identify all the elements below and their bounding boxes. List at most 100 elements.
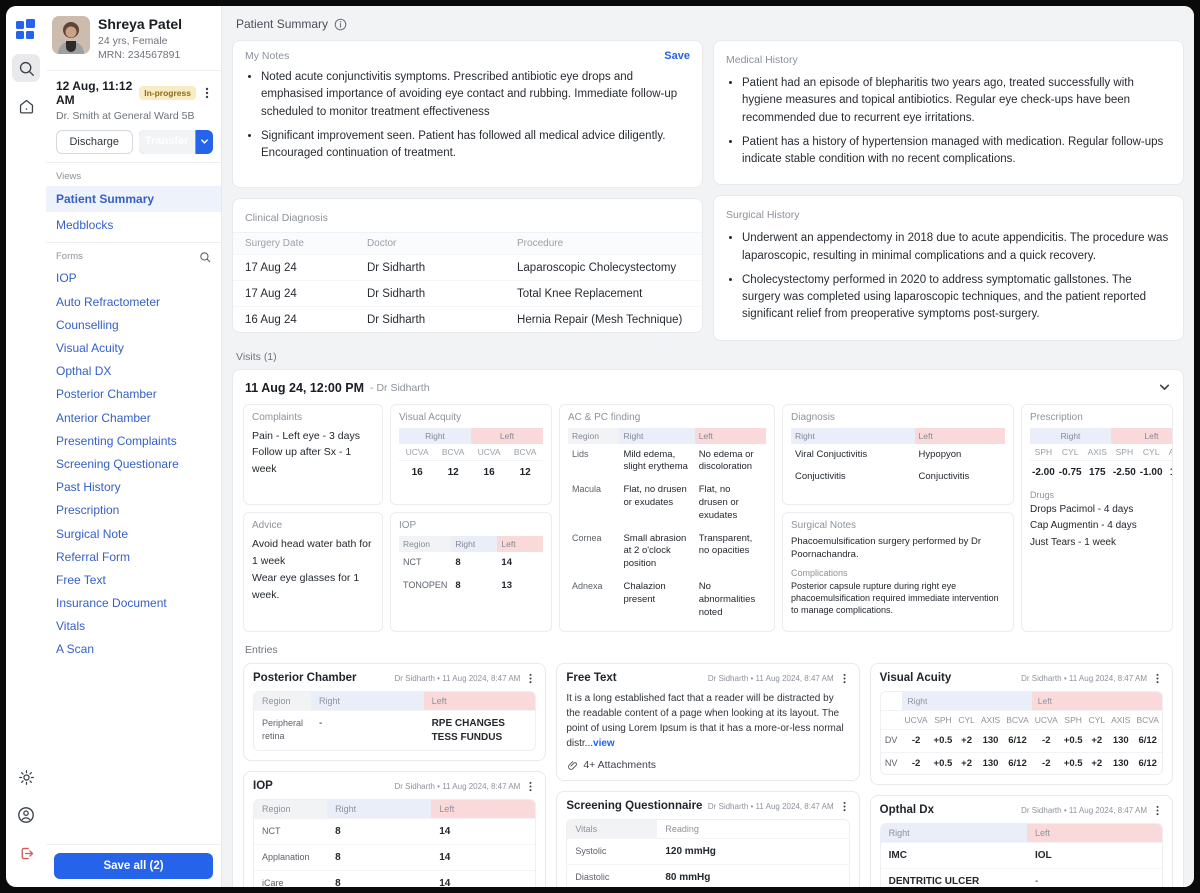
complications-text: Posterior capsule rupture during right e…: [791, 580, 999, 616]
sidebar-item-auto-refractometer[interactable]: Auto Refractometer: [56, 294, 161, 309]
column-header: SPH: [1060, 710, 1086, 730]
column-header: Right: [399, 427, 471, 444]
sidebar-item-surgical-note[interactable]: Surgical Note: [56, 526, 129, 541]
kebab-icon: [529, 781, 532, 792]
table-cell: Diastolic: [567, 864, 658, 887]
save-all-button[interactable]: Save all (2): [54, 853, 213, 879]
sidebar-item-past-history[interactable]: Past History: [56, 480, 121, 495]
column-header: UCVA: [1031, 710, 1061, 730]
user-circle-icon: [18, 807, 34, 823]
column-header: AXIS: [1108, 710, 1134, 730]
collapse-visit-button[interactable]: [1158, 381, 1171, 394]
table-cell: +2: [955, 729, 978, 753]
surgical-notes-card: Surgical Notes Phacoemulsification surge…: [782, 512, 1014, 633]
row-label: NV: [880, 751, 902, 775]
sidebar-item-free-text[interactable]: Free Text: [56, 572, 106, 587]
table-cell: 6/12: [1003, 751, 1032, 775]
settings-button[interactable]: [12, 763, 40, 791]
encounter-menu-button[interactable]: [201, 87, 213, 99]
sidebar-item-posterior-chamber[interactable]: Posterior Chamber: [56, 387, 157, 402]
table-cell: +2: [1085, 751, 1109, 775]
sidebar-item-counselling[interactable]: Counselling: [56, 317, 119, 332]
patient-avatar: [52, 16, 90, 54]
entry-menu-button[interactable]: [1152, 805, 1163, 816]
table-cell: -1.00: [1139, 466, 1163, 478]
diagnosis-card: Diagnosis Right Left Viral Conjuctivitis H…: [782, 403, 1014, 506]
sidebar-item-insurance-document[interactable]: Insurance Document: [56, 596, 167, 611]
history-item: Cholecystectomy performed in 2020 to add…: [742, 272, 1171, 324]
table-row: 17 Aug 24 Dr Sidharth Laparoscopic Cholecy…: [233, 254, 702, 281]
column-header: Right: [1030, 427, 1111, 444]
sidebar-item-anterior-chamber[interactable]: Anterior Chamber: [56, 410, 151, 425]
entry-title: Visual Acuity: [879, 672, 952, 685]
column-header: Left: [1110, 427, 1172, 444]
attachments-link[interactable]: 4+ Attachments: [583, 759, 656, 772]
table-cell: 12: [447, 466, 459, 478]
search-icon: [19, 61, 34, 76]
discharge-button[interactable]: Discharge: [56, 129, 133, 154]
drug-item: Drops Pacimol - 4 days: [1030, 503, 1134, 515]
attachment-link-icon: [568, 761, 578, 771]
sidebar-item-opthal-dx[interactable]: Opthal DX: [56, 364, 112, 379]
info-icon[interactable]: [334, 18, 347, 31]
sidebar-item-a-scan[interactable]: A Scan: [56, 642, 95, 657]
column-header: Right: [619, 427, 695, 444]
visits-section-label: Visits (1): [236, 350, 277, 363]
entry-menu-button[interactable]: [839, 801, 850, 812]
entry-menu-button[interactable]: [839, 673, 850, 684]
sidebar-item-medblocks[interactable]: Medblocks: [56, 217, 114, 232]
table-cell: -2: [1031, 751, 1061, 775]
sidebar-item-iop[interactable]: IOP: [56, 271, 77, 286]
sidebar-item-screening-questionare[interactable]: Screening Questionare: [56, 456, 179, 471]
search-nav-button[interactable]: [12, 54, 40, 82]
table-cell: 8: [455, 580, 461, 592]
free-text-body: It is a long established fact that a rea…: [566, 693, 844, 750]
column-header: Left: [1026, 824, 1162, 843]
visit-card: 11 Aug 24, 12:00 PM - Dr Sidharth Compla…: [232, 368, 1184, 887]
column-header: Left: [470, 427, 543, 444]
logout-button[interactable]: [12, 839, 40, 867]
sidebar-item-vitals[interactable]: Vitals: [56, 619, 86, 634]
sidebar-item-visual-acuity[interactable]: Visual Acuity: [56, 341, 124, 355]
column-header: UCVA: [470, 443, 508, 461]
transfer-split-button[interactable]: Transfer: [138, 129, 213, 154]
profile-button[interactable]: [12, 801, 40, 829]
entry-menu-button[interactable]: [525, 673, 536, 684]
sidebar-item-prescription[interactable]: Prescription: [56, 503, 120, 518]
sidebar-item-referral-form[interactable]: Referral Form: [56, 549, 131, 564]
entry-menu-button[interactable]: [525, 781, 536, 792]
entry-title: Posterior Chamber: [253, 672, 357, 685]
sidebar-item-patient-summary[interactable]: Patient Summary: [46, 185, 221, 212]
iop-title: IOP: [399, 520, 417, 532]
table-cell: 17 Aug 24: [233, 280, 355, 307]
note-item: Significant improvement seen. Patient ha…: [261, 128, 690, 163]
column-header: BCVA: [507, 443, 543, 461]
save-notes-link[interactable]: Save: [664, 50, 690, 62]
transfer-dropdown-button[interactable]: [195, 129, 213, 154]
table-cell: +0.5: [1060, 751, 1086, 775]
main-content: Patient Summary My Notes Save Noted acut…: [222, 6, 1194, 887]
table-cell: -2.00: [1032, 466, 1055, 478]
row-label: DV: [880, 729, 902, 753]
column-header: Region: [399, 536, 452, 553]
entry-meta: Dr Sidharth • 11 Aug 2024, 8:47 AM: [1021, 673, 1147, 683]
visual-acuity-visit-card: Visual Acquity Right Left UCVA BCVA UCVA BCV…: [390, 403, 552, 506]
views-section: Views Patient Summary Medblocks: [46, 163, 221, 243]
app-logo[interactable]: [12, 16, 40, 44]
drugs-label: Drugs: [1030, 489, 1055, 500]
table-cell: 16: [411, 466, 423, 478]
view-link[interactable]: view: [593, 738, 615, 750]
table-cell: IMC: [880, 842, 1027, 869]
home-nav-button[interactable]: [12, 92, 40, 120]
column-header: Left: [431, 800, 536, 819]
transfer-button[interactable]: Transfer: [138, 129, 195, 154]
sidebar-item-presenting-complaints[interactable]: Presenting Complaints: [56, 433, 177, 448]
table-cell: NCT: [254, 818, 328, 845]
entry-menu-button[interactable]: [1152, 673, 1163, 684]
forms-search-button[interactable]: [199, 251, 211, 263]
visual-acuity-title: Visual Acquity: [399, 411, 462, 423]
table-cell: 8: [327, 818, 432, 845]
column-header: Region: [254, 692, 312, 711]
